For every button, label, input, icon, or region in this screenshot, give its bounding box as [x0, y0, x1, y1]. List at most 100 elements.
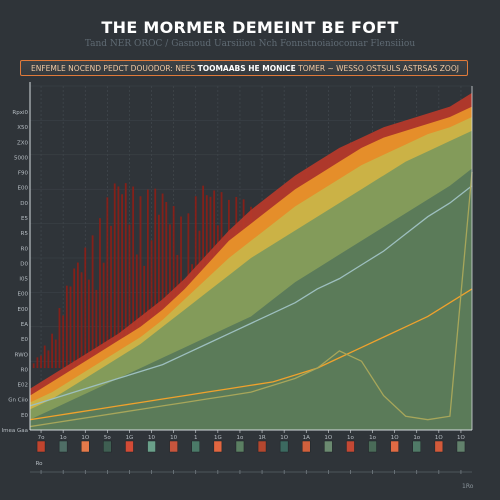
- x-tick-label: 1A: [303, 435, 310, 441]
- legend-swatch: [191, 440, 200, 453]
- spike-bar: [124, 183, 127, 369]
- legend-swatch: [58, 440, 68, 453]
- x-tick-label: 1O: [324, 435, 332, 441]
- legend-swatch: [346, 440, 355, 453]
- legend-swatch: [390, 440, 399, 453]
- legend-swatch: [36, 440, 46, 453]
- y-tick-label: 5000: [14, 155, 28, 161]
- y-tick-label: F90: [18, 171, 29, 177]
- banner-highlight-text: TOOMAABS HE MONICE: [197, 64, 296, 73]
- y-tick-label: ZX0: [17, 140, 29, 146]
- spike-bar: [106, 197, 109, 369]
- spike-bar: [76, 262, 79, 369]
- spike-bar: [158, 214, 160, 369]
- corner-label: 1Ro: [462, 483, 474, 490]
- legend-swatches: [36, 440, 466, 453]
- x-tick-label: 1o: [60, 435, 67, 441]
- y-tick-label: Rpxi0: [12, 110, 28, 116]
- y-tick-label: E02: [18, 383, 28, 389]
- legend-swatch: [279, 440, 289, 453]
- spike-bar: [95, 289, 98, 369]
- legend-swatch: [81, 440, 90, 453]
- spike-bar: [113, 183, 116, 369]
- spike-bar: [102, 262, 105, 369]
- spike-bar: [58, 308, 61, 369]
- banner-mid-text: NEES: [175, 64, 196, 73]
- x-tick-label: 1O: [280, 435, 288, 441]
- legend-swatch: [147, 440, 156, 453]
- x-tick-label: 1R: [258, 435, 265, 441]
- spike-bar: [32, 363, 35, 369]
- spike-bar: [117, 186, 120, 369]
- x-tick-label: 10: [170, 435, 177, 441]
- spike-bar: [150, 240, 153, 369]
- spike-bar: [135, 254, 138, 369]
- series-lines: [29, 171, 473, 428]
- spike-bar: [132, 186, 135, 369]
- area-band-5: [30, 168, 472, 430]
- spike-bar: [65, 285, 68, 369]
- legend-swatch: [434, 440, 444, 453]
- spike-bar: [84, 247, 87, 369]
- y-tick-labels: Rpxi0 X50 ZX0 5000 F90 E00 D0 E5 R5 R0 D0 I05 E00 E00…: [2, 110, 29, 434]
- spike-bar: [165, 201, 168, 369]
- spike-bar: [146, 189, 149, 369]
- axes: [29, 82, 473, 431]
- chart-subtitle: Tand NER OROC / Gasnoud Uarsiiiou Nch Fo…: [84, 39, 416, 49]
- legend-swatch: [324, 440, 333, 453]
- x-tick-label: 1O: [435, 435, 443, 441]
- spike-bar: [91, 235, 94, 369]
- spike-bar: [36, 357, 39, 369]
- y-tick-label: E00: [18, 292, 29, 298]
- y-tick-label: D0: [20, 201, 28, 207]
- x-tick-label: 1G: [214, 435, 222, 441]
- spike-bar: [40, 355, 42, 369]
- y-tick-label: E00: [18, 307, 29, 313]
- spike-bar: [110, 225, 112, 369]
- x-tick-label: 1G: [126, 435, 134, 441]
- legend-swatch: [412, 440, 421, 453]
- y-tick-label: D0: [20, 261, 28, 267]
- x-tick-label: 1O: [391, 435, 399, 441]
- spike-bar: [69, 286, 72, 369]
- spike-bar: [172, 206, 175, 369]
- spike-bar: [80, 272, 83, 369]
- legend-swatch: [235, 440, 245, 453]
- y-tick-label: E0: [21, 413, 28, 419]
- header-banner: ENFEMLE NOCEND PEDCT DOUODOR: NEES TOOMA…: [20, 60, 468, 76]
- area-bands: [30, 92, 472, 431]
- y-tick-label: R0: [21, 367, 29, 373]
- spike-bar: [54, 339, 57, 369]
- x-tick-label: 1o: [347, 435, 354, 441]
- y-tick-label: R0: [21, 246, 29, 252]
- legend-swatch: [103, 440, 112, 453]
- chart-title: THE MORMER DEMEINT BE FOFT: [101, 18, 399, 37]
- y-tick-label: E00: [18, 186, 29, 192]
- spike-bar: [99, 218, 101, 369]
- y-tick-label: RWO: [15, 352, 29, 358]
- bottom-tick-label: Ro: [36, 461, 44, 467]
- x-tick-label: 1O: [81, 435, 89, 441]
- x-tick-label: 1o: [237, 435, 244, 441]
- y-tick-label: E0: [21, 337, 28, 343]
- y-tick-label: E5: [21, 216, 28, 222]
- x-tick-label: 1o: [369, 435, 376, 441]
- legend-swatch: [257, 440, 267, 453]
- spike-bar: [47, 350, 50, 369]
- bottom-tick-labels: Ro: [30, 461, 472, 474]
- spike-bar: [154, 188, 157, 369]
- x-tick-label: 1: [194, 435, 198, 441]
- legend-swatch: [368, 440, 377, 453]
- legend-swatch: [456, 440, 466, 453]
- y-tick-label: I05: [19, 277, 28, 283]
- banner-right-text: TOMER ~ WESSO OSTSULS ASTRSAS ZOOJ: [298, 64, 459, 73]
- x-tick-label: 10: [148, 435, 155, 441]
- spike-bar: [128, 224, 131, 369]
- legend-swatch: [302, 440, 311, 453]
- spike-bar: [73, 268, 76, 369]
- x-tick-labels: 7o 1o 1O 5o 1G 10 10 1 1G 1o 1R 1O 1A 1O 1o 1o 1O 1o 1O 1O: [38, 430, 466, 441]
- spike-bar: [139, 196, 142, 369]
- banner-left-text: ENFEMLE NOCEND PEDCT DOUODOR:: [31, 64, 173, 73]
- spike-bar: [121, 194, 123, 369]
